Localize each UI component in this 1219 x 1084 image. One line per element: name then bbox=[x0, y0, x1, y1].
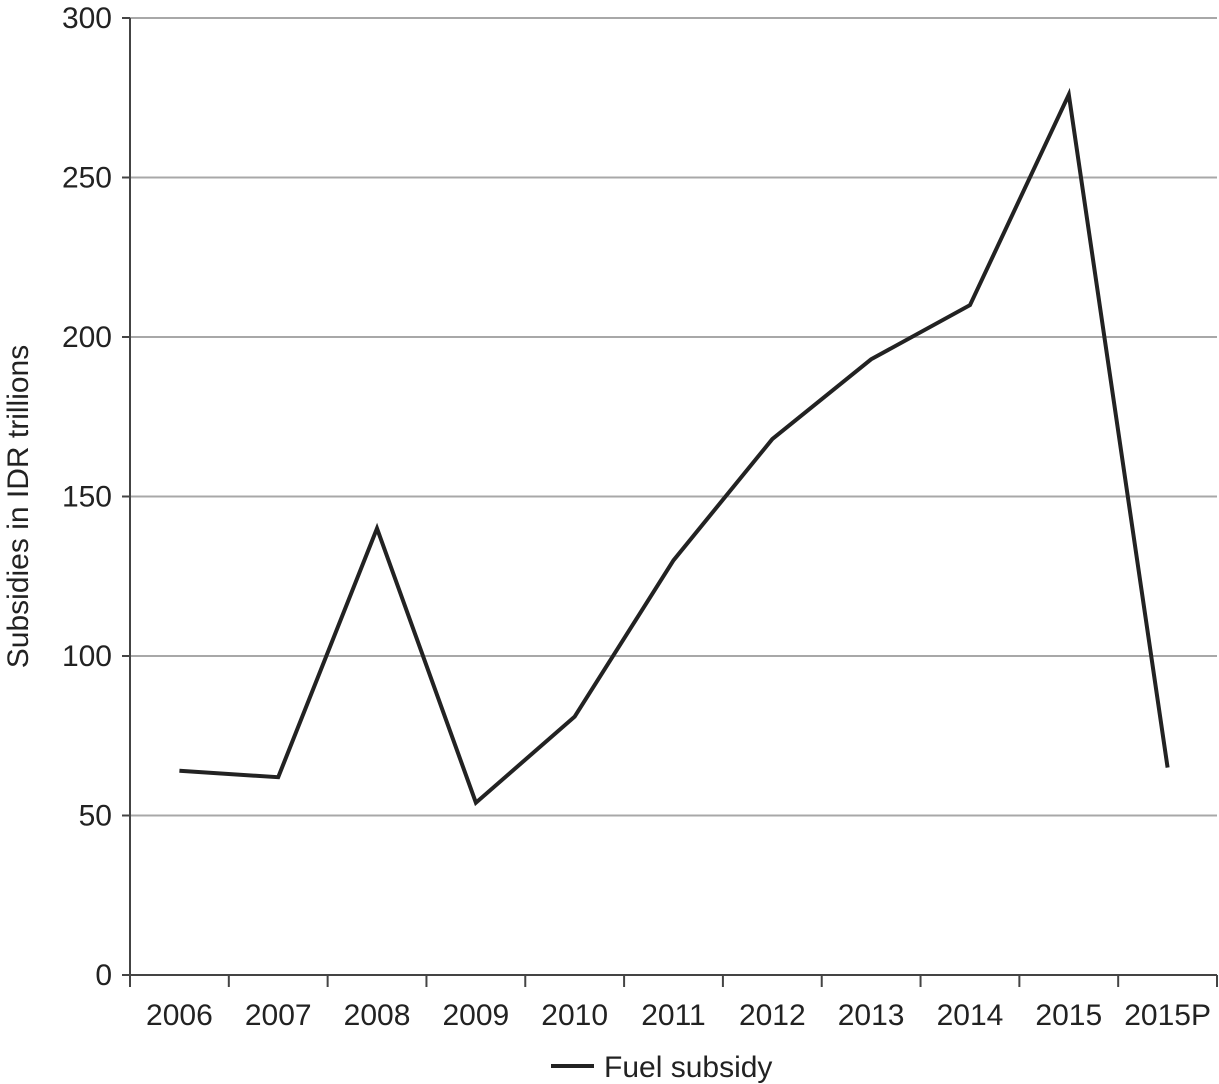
x-tick-label-2013: 2013 bbox=[838, 999, 905, 1032]
x-axis-ticks: 2006 2007 2008 2009 2010 2011 2012 2013 2014 2015… bbox=[129, 975, 1218, 1032]
x-tick-label-2010: 2010 bbox=[541, 999, 608, 1032]
y-tick-label-200: 200 bbox=[62, 321, 112, 354]
legend: Fuel subsidy bbox=[551, 1051, 772, 1084]
x-tick-label-2006: 2006 bbox=[146, 999, 213, 1032]
x-tick-label-2012: 2012 bbox=[739, 999, 806, 1032]
x-tick-label-2011: 2011 bbox=[641, 999, 706, 1032]
x-tick-label-2007: 2007 bbox=[245, 999, 312, 1032]
y-tick-label-50: 50 bbox=[79, 800, 112, 833]
y-tick-label-250: 250 bbox=[62, 162, 112, 195]
x-tick-label-2015P: 2015P bbox=[1124, 999, 1211, 1032]
x-tick-label-2009: 2009 bbox=[442, 999, 509, 1032]
y-tick-label-300: 300 bbox=[62, 2, 112, 35]
y-axis-ticks: 0 50 100 150 200 250 300 bbox=[62, 2, 130, 992]
y-tick-label-0: 0 bbox=[95, 959, 112, 992]
x-tick-label-2014: 2014 bbox=[937, 999, 1004, 1032]
grid-lines bbox=[130, 17, 1217, 817]
y-tick-label-150: 150 bbox=[62, 481, 112, 514]
y-axis-title: Subsidies in IDR trillions bbox=[2, 345, 35, 668]
x-tick-label-2015: 2015 bbox=[1035, 999, 1102, 1032]
y-tick-label-100: 100 bbox=[62, 640, 112, 673]
series-line-0 bbox=[179, 87, 1170, 807]
legend-label-fuel-subsidy: Fuel subsidy bbox=[604, 1051, 772, 1084]
series-layer bbox=[179, 87, 1170, 807]
x-tick-label-2008: 2008 bbox=[344, 999, 411, 1032]
